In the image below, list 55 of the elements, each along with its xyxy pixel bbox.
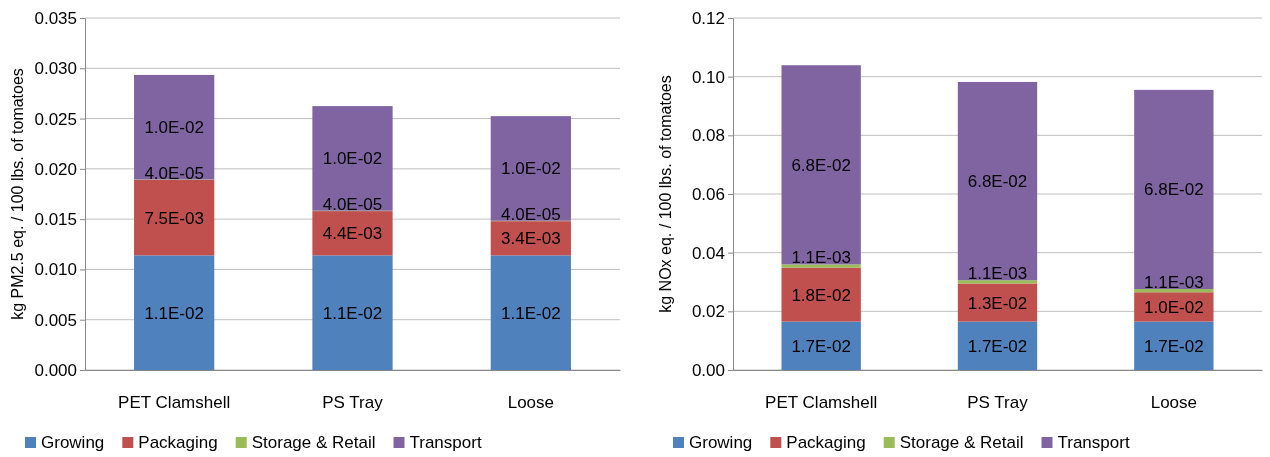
y-axis-title: kg PM2.5 eq. / 100 lbs. of tomatoes: [9, 68, 26, 320]
data-label: 1.0E-02: [1144, 297, 1204, 317]
legend-label: Growing: [689, 433, 753, 452]
data-label: 4.4E-03: [322, 224, 383, 244]
y-tick-label: 0.010: [34, 260, 77, 280]
y-tick-label: 0.02: [691, 302, 725, 322]
legend-label: Packaging: [786, 433, 866, 452]
data-label: 1.8E-02: [791, 285, 851, 305]
data-label: 1.0E-02: [144, 118, 204, 138]
data-label: 1.7E-02: [1144, 336, 1204, 356]
legend-label: Growing: [41, 433, 105, 452]
legend-label: Storage & Retail: [251, 433, 376, 452]
y-tick-label: 0.035: [34, 8, 77, 28]
data-label: 1.3E-02: [967, 293, 1028, 313]
legend-label: Transport: [1057, 433, 1130, 452]
legend-label: Packaging: [138, 433, 218, 452]
x-tick-label: PET Clamshell: [765, 393, 878, 413]
data-label: 4.0E-05: [322, 194, 383, 214]
data-label: 1.7E-02: [791, 336, 851, 356]
data-label: 4.0E-05: [501, 204, 561, 224]
x-tick-label: PS Tray: [967, 393, 1029, 413]
y-tick-label: 0.08: [691, 126, 725, 146]
y-tick-label: 0.06: [691, 184, 725, 204]
y-tick-label: 0.04: [691, 243, 725, 263]
y-tick-label: 0.00: [691, 360, 725, 380]
y-tick-label: 0.030: [34, 59, 77, 79]
legend-label: Storage & Retail: [899, 433, 1024, 452]
data-label: 1.1E-03: [967, 264, 1028, 284]
data-label: 1.1E-03: [791, 248, 851, 268]
data-label: 1.1E-02: [501, 303, 561, 323]
data-label: 6.8E-02: [967, 172, 1028, 192]
y-tick-label: 0.005: [34, 310, 77, 330]
x-tick-label: Loose: [507, 393, 554, 413]
legend-label: Transport: [409, 433, 482, 452]
data-label: 4.0E-05: [144, 163, 204, 183]
y-tick-label: 0.020: [34, 159, 77, 179]
data-label: 1.7E-02: [967, 336, 1028, 356]
y-tick-label: 0.12: [691, 8, 725, 28]
data-label: 3.4E-03: [501, 229, 561, 249]
y-tick-label: 0.10: [691, 67, 725, 87]
data-label: 1.0E-02: [322, 149, 383, 169]
x-tick-label: Loose: [1150, 393, 1197, 413]
y-tick-label: 0.000: [34, 360, 77, 380]
y-tick-label: 0.025: [34, 109, 77, 129]
y-axis-title: kg NOx eq. / 100 lbs. of tomatoes: [657, 75, 674, 313]
y-tick-label: 0.015: [34, 210, 77, 230]
data-label: 1.1E-02: [144, 303, 204, 323]
data-label: 1.1E-02: [322, 303, 383, 323]
data-label: 6.8E-02: [791, 155, 851, 175]
data-label: 1.1E-03: [1144, 273, 1204, 293]
data-label: 1.0E-02: [501, 159, 561, 179]
data-label: 7.5E-03: [144, 208, 204, 228]
data-label: 6.8E-02: [1144, 180, 1204, 200]
x-tick-label: PET Clamshell: [118, 393, 231, 413]
x-tick-label: PS Tray: [322, 393, 384, 413]
